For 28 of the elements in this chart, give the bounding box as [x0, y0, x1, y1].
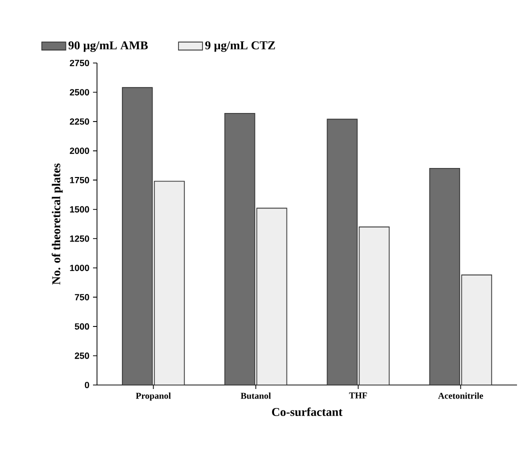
bar — [326, 118, 358, 385]
y-tick-label: 1500 — [70, 206, 90, 213]
y-tick-label: 0 — [84, 382, 90, 388]
x-tick-label: Propanol — [136, 392, 171, 401]
bar — [154, 180, 185, 385]
y-tick-label: 500 — [74, 323, 90, 330]
y-tick-label: 1000 — [70, 264, 90, 272]
y-tick-label: 2500 — [70, 89, 90, 96]
x-tick-label: Butanol — [240, 392, 271, 399]
y-tick-label: 2000 — [70, 148, 90, 154]
y-tick-label: 1750 — [70, 176, 90, 184]
bar — [224, 112, 256, 385]
y-tick-label: 2250 — [70, 118, 90, 125]
bar — [461, 274, 492, 385]
y-tick-label: 2750 — [70, 60, 90, 66]
x-tick-label: Acetonitrile — [438, 392, 484, 399]
legend-label: 9 µg/mL CTZ — [205, 41, 275, 52]
y-axis-title: No. of theoretical plates — [52, 163, 63, 285]
bar — [256, 208, 288, 385]
bar — [429, 168, 460, 385]
x-axis-title: Co-surfactant — [272, 407, 342, 416]
x-tick-label: THF — [349, 392, 368, 398]
y-tick-label: 750 — [74, 294, 90, 300]
y-tick-label: 250 — [74, 352, 90, 359]
legend-label: 90 µg/mL AMB — [68, 41, 148, 52]
bar — [122, 87, 153, 385]
bar — [358, 226, 390, 385]
y-tick-label: 1250 — [70, 235, 90, 242]
